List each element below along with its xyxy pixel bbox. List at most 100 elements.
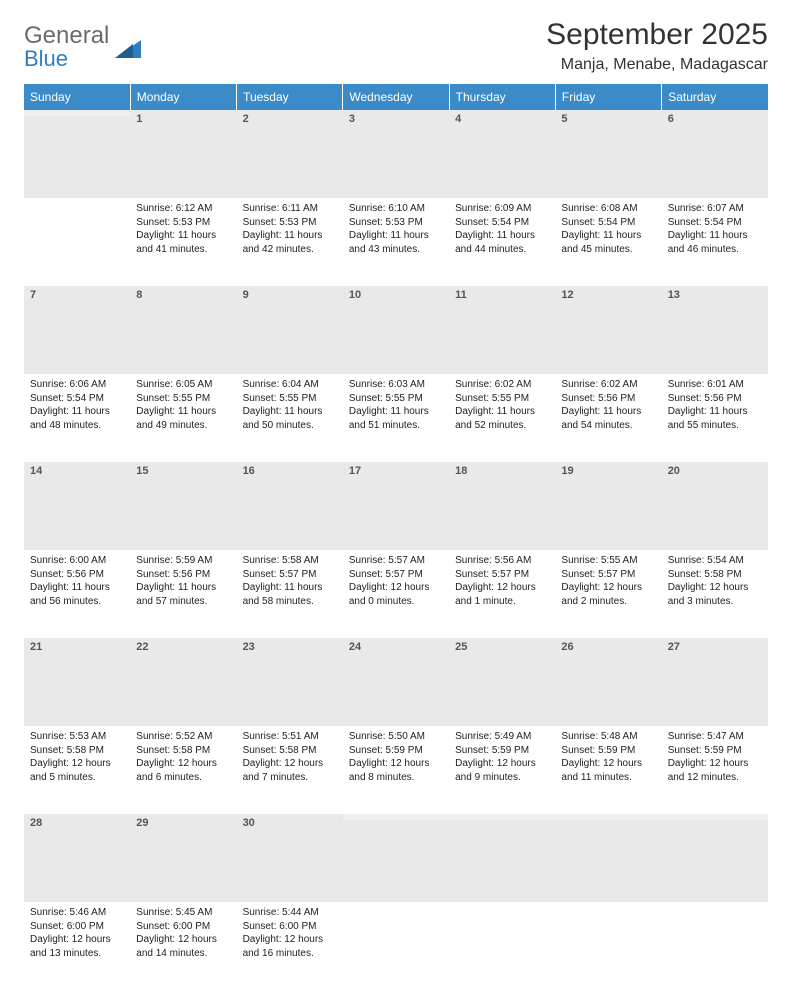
day-number: 17 [343, 462, 449, 480]
day-cell: Sunrise: 5:57 AMSunset: 5:57 PMDaylight:… [343, 550, 449, 614]
day-number: 7 [24, 286, 130, 304]
day-cell: Sunrise: 5:59 AMSunset: 5:56 PMDaylight:… [130, 550, 236, 614]
sunset-text: Sunset: 5:57 PM [349, 568, 443, 582]
sunrise-text: Sunrise: 5:57 AM [349, 554, 443, 568]
sunrise-text: Sunrise: 6:08 AM [561, 202, 655, 216]
sunrise-text: Sunrise: 6:02 AM [455, 378, 549, 392]
sunrise-text: Sunrise: 6:07 AM [668, 202, 762, 216]
sunset-text: Sunset: 5:54 PM [561, 216, 655, 230]
calendar-table: Sunday Monday Tuesday Wednesday Thursday… [24, 84, 768, 990]
day-cell [662, 902, 768, 912]
day-number: 30 [237, 814, 343, 832]
sunset-text: Sunset: 5:56 PM [136, 568, 230, 582]
day-number: 15 [130, 462, 236, 480]
daylight-text: Daylight: 11 hours and 43 minutes. [349, 229, 443, 256]
daylight-text: Daylight: 11 hours and 41 minutes. [136, 229, 230, 256]
daylight-text: Daylight: 12 hours and 3 minutes. [668, 581, 762, 608]
day-cell: Sunrise: 5:54 AMSunset: 5:58 PMDaylight:… [662, 550, 768, 614]
daylight-text: Daylight: 11 hours and 51 minutes. [349, 405, 443, 432]
sunrise-text: Sunrise: 5:44 AM [243, 906, 337, 920]
day-number: 22 [130, 638, 236, 656]
sunset-text: Sunset: 5:55 PM [349, 392, 443, 406]
sunrise-text: Sunrise: 6:00 AM [30, 554, 124, 568]
sunset-text: Sunset: 5:56 PM [668, 392, 762, 406]
day-number: 28 [24, 814, 130, 832]
sunrise-text: Sunrise: 5:50 AM [349, 730, 443, 744]
sunset-text: Sunset: 5:55 PM [243, 392, 337, 406]
daylight-text: Daylight: 12 hours and 1 minute. [455, 581, 549, 608]
day-number: 25 [449, 638, 555, 656]
day-number: 13 [662, 286, 768, 304]
sunset-text: Sunset: 5:53 PM [243, 216, 337, 230]
daylight-text: Daylight: 12 hours and 12 minutes. [668, 757, 762, 784]
day-number: 3 [343, 110, 449, 128]
day-number: 10 [343, 286, 449, 304]
day-cell: Sunrise: 6:10 AMSunset: 5:53 PMDaylight:… [343, 198, 449, 262]
day-cell: Sunrise: 5:58 AMSunset: 5:57 PMDaylight:… [237, 550, 343, 614]
weekday-header: Tuesday [237, 84, 343, 110]
sunset-text: Sunset: 6:00 PM [30, 920, 124, 934]
day-number: 12 [555, 286, 661, 304]
sunset-text: Sunset: 5:54 PM [455, 216, 549, 230]
weekday-header: Friday [555, 84, 661, 110]
daylight-text: Daylight: 11 hours and 49 minutes. [136, 405, 230, 432]
daylight-text: Daylight: 12 hours and 0 minutes. [349, 581, 443, 608]
daylight-text: Daylight: 11 hours and 48 minutes. [30, 405, 124, 432]
daylight-text: Daylight: 11 hours and 50 minutes. [243, 405, 337, 432]
logo-text: General Blue [24, 24, 109, 70]
sunset-text: Sunset: 6:00 PM [243, 920, 337, 934]
daylight-text: Daylight: 12 hours and 14 minutes. [136, 933, 230, 960]
sunrise-text: Sunrise: 5:53 AM [30, 730, 124, 744]
sunset-text: Sunset: 5:58 PM [243, 744, 337, 758]
sunrise-text: Sunrise: 5:49 AM [455, 730, 549, 744]
day-cell: Sunrise: 6:02 AMSunset: 5:56 PMDaylight:… [555, 374, 661, 438]
day-cell: Sunrise: 5:44 AMSunset: 6:00 PMDaylight:… [237, 902, 343, 966]
sunset-text: Sunset: 5:58 PM [30, 744, 124, 758]
daylight-text: Daylight: 12 hours and 5 minutes. [30, 757, 124, 784]
day-cell: Sunrise: 5:48 AMSunset: 5:59 PMDaylight:… [555, 726, 661, 790]
day-number: 20 [662, 462, 768, 480]
title-block: September 2025 Manja, Menabe, Madagascar [546, 18, 768, 74]
day-cell: Sunrise: 5:47 AMSunset: 5:59 PMDaylight:… [662, 726, 768, 790]
sunrise-text: Sunrise: 5:59 AM [136, 554, 230, 568]
day-number: 24 [343, 638, 449, 656]
sunset-text: Sunset: 5:53 PM [349, 216, 443, 230]
sunrise-text: Sunrise: 5:45 AM [136, 906, 230, 920]
daylight-text: Daylight: 11 hours and 54 minutes. [561, 405, 655, 432]
sunrise-text: Sunrise: 6:12 AM [136, 202, 230, 216]
sunrise-text: Sunrise: 5:54 AM [668, 554, 762, 568]
sunset-text: Sunset: 5:59 PM [561, 744, 655, 758]
daylight-text: Daylight: 12 hours and 2 minutes. [561, 581, 655, 608]
day-cell: Sunrise: 6:12 AMSunset: 5:53 PMDaylight:… [130, 198, 236, 262]
sunrise-text: Sunrise: 5:47 AM [668, 730, 762, 744]
sunrise-text: Sunrise: 6:03 AM [349, 378, 443, 392]
sunrise-text: Sunrise: 5:55 AM [561, 554, 655, 568]
day-cell: Sunrise: 6:01 AMSunset: 5:56 PMDaylight:… [662, 374, 768, 438]
logo-word1: General [24, 22, 109, 49]
day-number: 26 [555, 638, 661, 656]
daylight-text: Daylight: 11 hours and 46 minutes. [668, 229, 762, 256]
sunrise-text: Sunrise: 5:58 AM [243, 554, 337, 568]
day-number: 27 [662, 638, 768, 656]
day-cell: Sunrise: 6:02 AMSunset: 5:55 PMDaylight:… [449, 374, 555, 438]
day-cell: Sunrise: 6:06 AMSunset: 5:54 PMDaylight:… [24, 374, 130, 438]
day-cell: Sunrise: 6:03 AMSunset: 5:55 PMDaylight:… [343, 374, 449, 438]
sunset-text: Sunset: 6:00 PM [136, 920, 230, 934]
day-cell: Sunrise: 5:50 AMSunset: 5:59 PMDaylight:… [343, 726, 449, 790]
day-cell: Sunrise: 5:45 AMSunset: 6:00 PMDaylight:… [130, 902, 236, 966]
sunset-text: Sunset: 5:59 PM [349, 744, 443, 758]
daylight-text: Daylight: 12 hours and 6 minutes. [136, 757, 230, 784]
daylight-text: Daylight: 11 hours and 42 minutes. [243, 229, 337, 256]
weekday-header: Wednesday [343, 84, 449, 110]
day-cell: Sunrise: 6:00 AMSunset: 5:56 PMDaylight:… [24, 550, 130, 614]
sunset-text: Sunset: 5:57 PM [243, 568, 337, 582]
day-cell: Sunrise: 6:05 AMSunset: 5:55 PMDaylight:… [130, 374, 236, 438]
sunrise-text: Sunrise: 6:09 AM [455, 202, 549, 216]
day-number: 23 [237, 638, 343, 656]
day-cell: Sunrise: 5:51 AMSunset: 5:58 PMDaylight:… [237, 726, 343, 790]
logo: General Blue [24, 18, 141, 70]
weekday-header: Sunday [24, 84, 130, 110]
day-cell: Sunrise: 5:49 AMSunset: 5:59 PMDaylight:… [449, 726, 555, 790]
calendar-head: Sunday Monday Tuesday Wednesday Thursday… [24, 84, 768, 110]
daylight-text: Daylight: 11 hours and 44 minutes. [455, 229, 549, 256]
